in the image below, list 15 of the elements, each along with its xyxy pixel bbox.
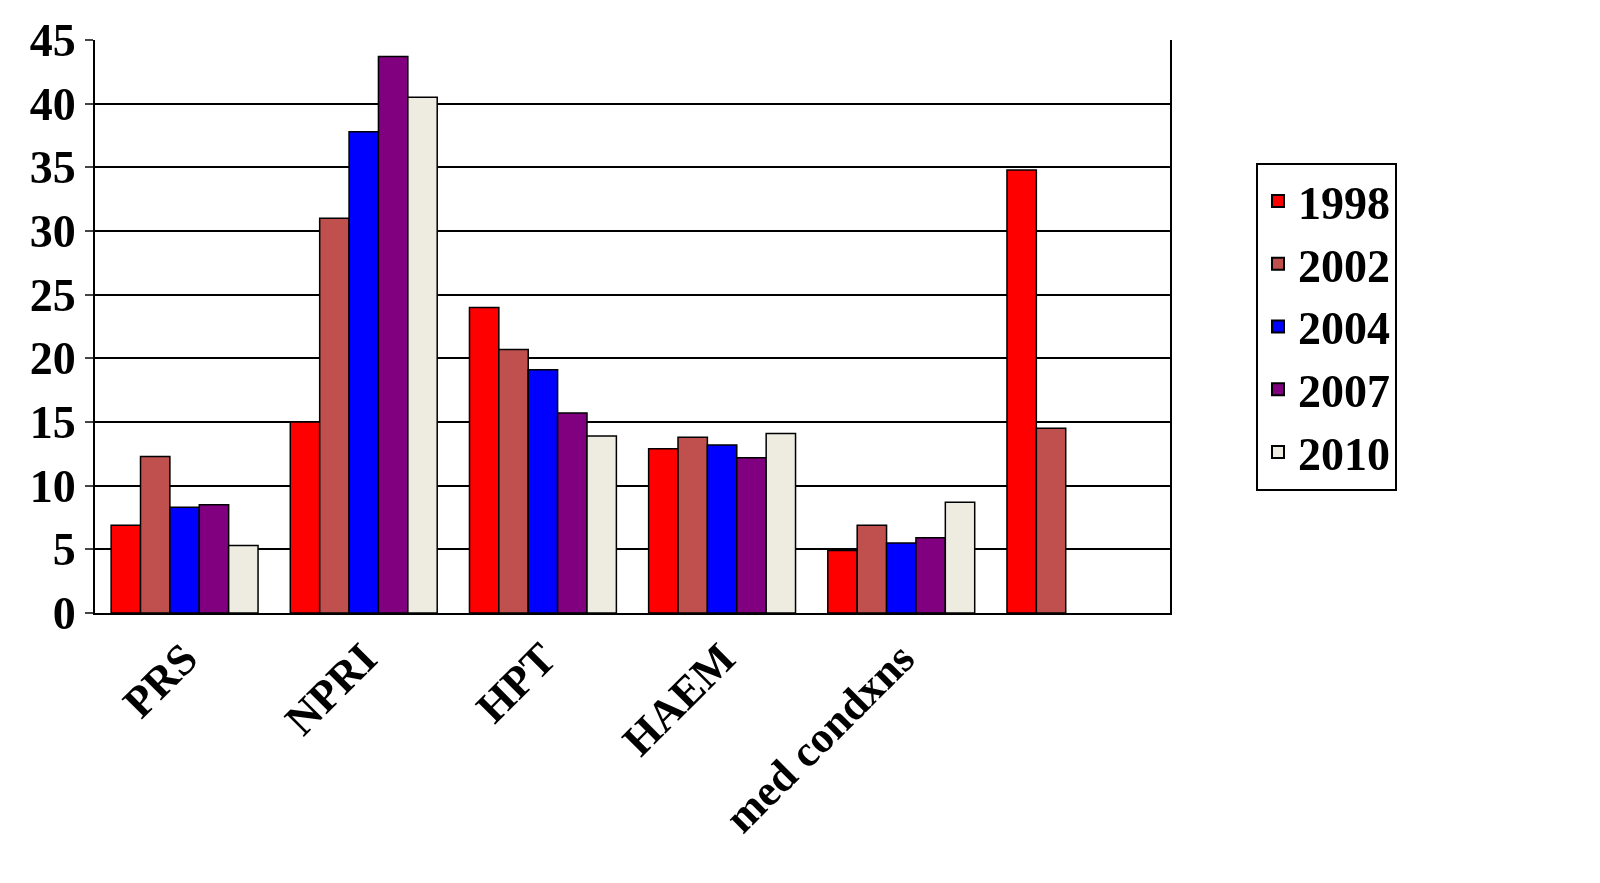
legend-label: 2004 xyxy=(1298,303,1390,355)
y-tick-label: 45 xyxy=(29,15,76,67)
y-tick-label: 15 xyxy=(29,397,76,449)
y-tick-label: 20 xyxy=(29,333,76,385)
y-tick-label: 0 xyxy=(52,588,76,640)
y-tick-label: 10 xyxy=(29,460,76,512)
y-tick-label: 35 xyxy=(29,142,76,194)
legend-label: 2010 xyxy=(1298,429,1390,481)
legend-label: 2002 xyxy=(1298,240,1390,292)
y-tick-label: 40 xyxy=(29,78,76,130)
y-tick-label: 30 xyxy=(29,206,76,258)
legend-label: 2007 xyxy=(1298,366,1390,418)
y-tick-label: 5 xyxy=(52,524,76,576)
y-tick-label: 25 xyxy=(29,269,76,321)
legend-label: 1998 xyxy=(1298,177,1390,229)
